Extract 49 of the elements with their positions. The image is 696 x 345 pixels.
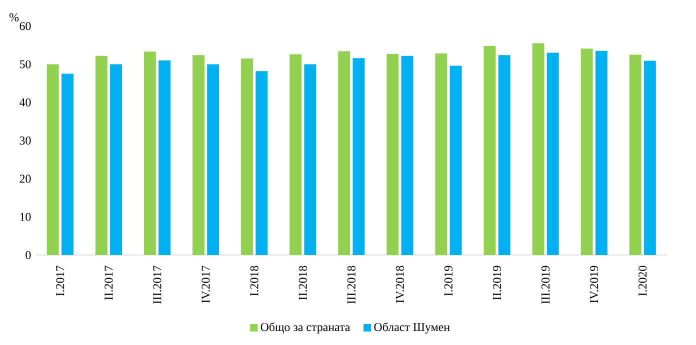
y-tick-label: 50 [20,60,31,68]
bar [192,55,204,256]
y-tick-label: 30 [20,136,31,145]
x-tick-label: III.2018 [347,266,356,304]
x-tick-label: I.2020 [638,266,647,296]
bar [435,54,448,256]
bar [546,52,559,256]
bar [532,43,544,256]
bar [256,71,268,256]
bar [401,56,414,256]
y-tick-label: 0 [26,251,31,260]
bar [158,60,171,256]
bar [352,58,365,256]
bar [338,51,350,256]
legend-label: Общо за страната [260,322,350,334]
y-tick-label: 40 [19,98,31,106]
legend-label: Област Шумен [374,322,450,334]
x-tick-label: IV.2017 [202,266,210,303]
x-tick-label: III.2019 [541,266,550,304]
bar [207,64,220,256]
x-tick-label: II.2019 [492,266,502,300]
bar [644,60,656,256]
bar [95,56,108,256]
x-tick-label: II.2018 [298,266,307,300]
x-tick-label: IV.2019 [590,266,598,303]
bar [144,52,156,256]
y-tick-label: 10 [20,212,31,221]
bar [290,54,302,256]
bar [450,66,462,256]
bar [62,74,74,256]
x-tick-label: I.2018 [250,266,258,296]
bar [46,64,59,256]
x-tick-label: III.2017 [153,266,162,304]
x-tick-label: I.2019 [444,266,453,296]
y-axis-title: % [9,13,19,22]
bar [498,55,510,256]
bar [484,46,496,256]
bar [595,50,608,256]
bar [241,58,253,256]
bar [580,48,593,256]
bar [304,64,316,256]
x-tick-label: I.2017 [56,266,64,296]
y-tick-label: 60 [20,22,31,30]
bar [110,64,122,256]
bar [386,54,399,256]
bar [629,54,642,256]
x-tick-label: II.2017 [104,266,113,300]
x-tick-label: IV.2018 [396,266,404,303]
y-tick-label: 20 [20,174,31,183]
